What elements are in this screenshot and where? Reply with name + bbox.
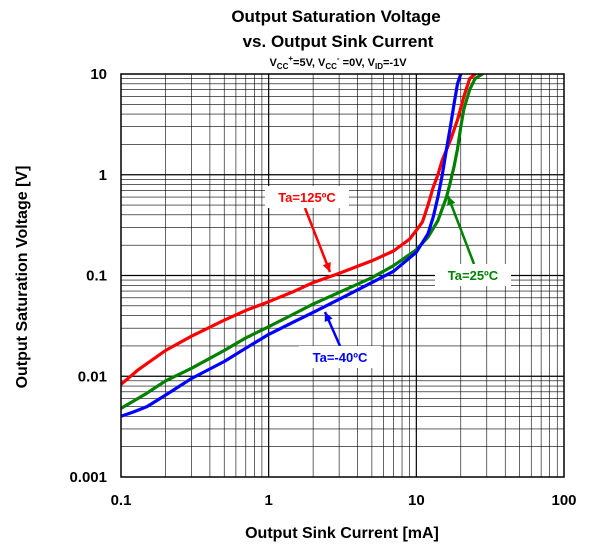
annotation-arrowhead-ta-25-c [447, 196, 456, 206]
series-line-ta-40-c [121, 74, 463, 418]
x-tick-label: 1 [264, 492, 272, 509]
plot-frame [120, 73, 565, 478]
annotation-box-ta-125-c [265, 186, 349, 208]
y-tick-label: 10 [90, 66, 107, 83]
x-tick-label: 10 [408, 492, 425, 509]
chart-title: Output Saturation Voltage [231, 7, 440, 26]
x-axis-label: Output Sink Current [mA] [245, 525, 439, 542]
annotation-box-ta-40-c [299, 346, 381, 368]
x-tick-labels: 0.1 1 10 100 [111, 492, 577, 509]
chart-subtitle: vs. Output Sink Current [243, 32, 434, 51]
y-tick-label: 0.001 [69, 469, 107, 486]
y-tick-label: 0.1 [86, 268, 107, 285]
annotation-arrow-ta-125-c [303, 207, 332, 273]
x-tick-label: 100 [551, 492, 576, 509]
annotation-layer: Ta=125ºC Ta=25ºC Ta=-40ºC [265, 186, 511, 368]
series-line-ta-25-c [121, 74, 484, 410]
annotation-arrow-ta-25-c [446, 195, 476, 265]
series-layer [121, 74, 484, 418]
annotation-arrowhead-ta-125-c [322, 262, 331, 272]
annotation-label-ta-40-c: Ta=-40ºC [313, 350, 368, 365]
y-axis-label: Output Saturation Voltage [V] [14, 166, 31, 389]
annotation-box-ta-25-c [435, 264, 511, 286]
annotation-label-ta-125-c: Ta=125ºC [278, 190, 336, 205]
series-line-ta-125-c [121, 74, 477, 386]
y-tick-label: 0.01 [78, 368, 107, 385]
y-tick-labels: 0.001 0.01 0.1 1 10 [69, 66, 107, 486]
y-tick-label: 1 [99, 167, 107, 184]
annotation-arrowhead-ta-40-c [324, 312, 333, 322]
annotation-label-ta-25-c: Ta=25ºC [448, 268, 499, 283]
test-conditions: VCC+=5V, VCC- =0V, VID=-1V [269, 54, 407, 71]
x-tick-label: 0.1 [111, 492, 132, 509]
